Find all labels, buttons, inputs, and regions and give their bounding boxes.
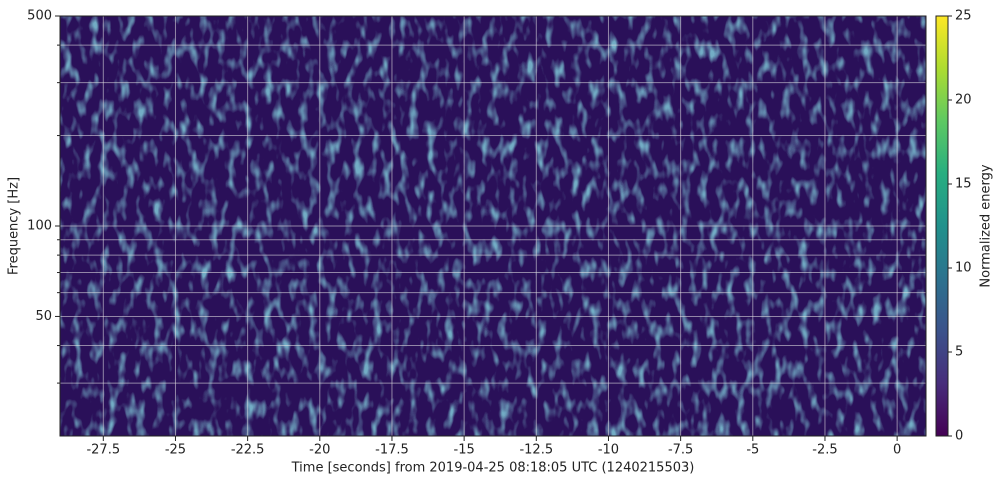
- colorbar-tick-label: 25: [955, 9, 972, 24]
- y-tick-label: 50: [35, 309, 52, 324]
- x-tick-label: -20: [309, 443, 330, 458]
- y-tick-label: 100: [27, 219, 52, 234]
- x-tick-label: -22.5: [231, 443, 265, 458]
- colorbar-tick-label: 0: [955, 429, 963, 444]
- x-axis-label: Time [seconds] from 2019-04-25 08:18:05 …: [291, 461, 695, 476]
- colorbar-label: Normalized energy: [979, 164, 994, 287]
- x-tick-label: 0: [893, 443, 901, 458]
- x-tick-label: -2.5: [812, 443, 837, 458]
- x-tick-label: -7.5: [668, 443, 693, 458]
- y-axis-label: Frequency [Hz]: [7, 177, 22, 275]
- colorbar-tick-label: 5: [955, 345, 963, 360]
- x-tick-label: -5: [746, 443, 759, 458]
- x-tick-label: -27.5: [86, 443, 120, 458]
- y-tick-label: 500: [27, 9, 52, 24]
- x-tick-label: -15: [454, 443, 475, 458]
- x-tick-label: -12.5: [519, 443, 553, 458]
- colorbar: [935, 15, 949, 437]
- colorbar-tick-label: 20: [955, 93, 972, 108]
- colorbar-tick-label: 10: [955, 261, 972, 276]
- colorbar-tick-label: 15: [955, 177, 972, 192]
- x-tick-label: -17.5: [375, 443, 409, 458]
- x-tick-label: -10: [598, 443, 619, 458]
- x-tick-label: -25: [165, 443, 186, 458]
